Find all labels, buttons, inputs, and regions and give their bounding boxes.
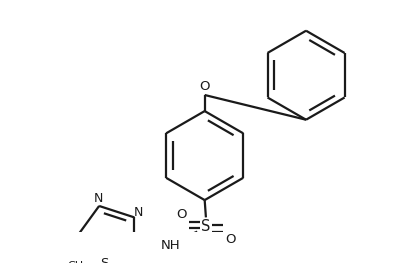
Text: NH: NH bbox=[161, 239, 181, 252]
Text: N: N bbox=[94, 192, 103, 205]
Text: S: S bbox=[201, 219, 210, 234]
Text: O: O bbox=[177, 208, 187, 221]
Text: N: N bbox=[134, 206, 143, 219]
Text: CH₃: CH₃ bbox=[67, 261, 88, 263]
Text: S: S bbox=[100, 257, 109, 263]
Text: O: O bbox=[199, 80, 210, 93]
Text: O: O bbox=[225, 232, 235, 246]
